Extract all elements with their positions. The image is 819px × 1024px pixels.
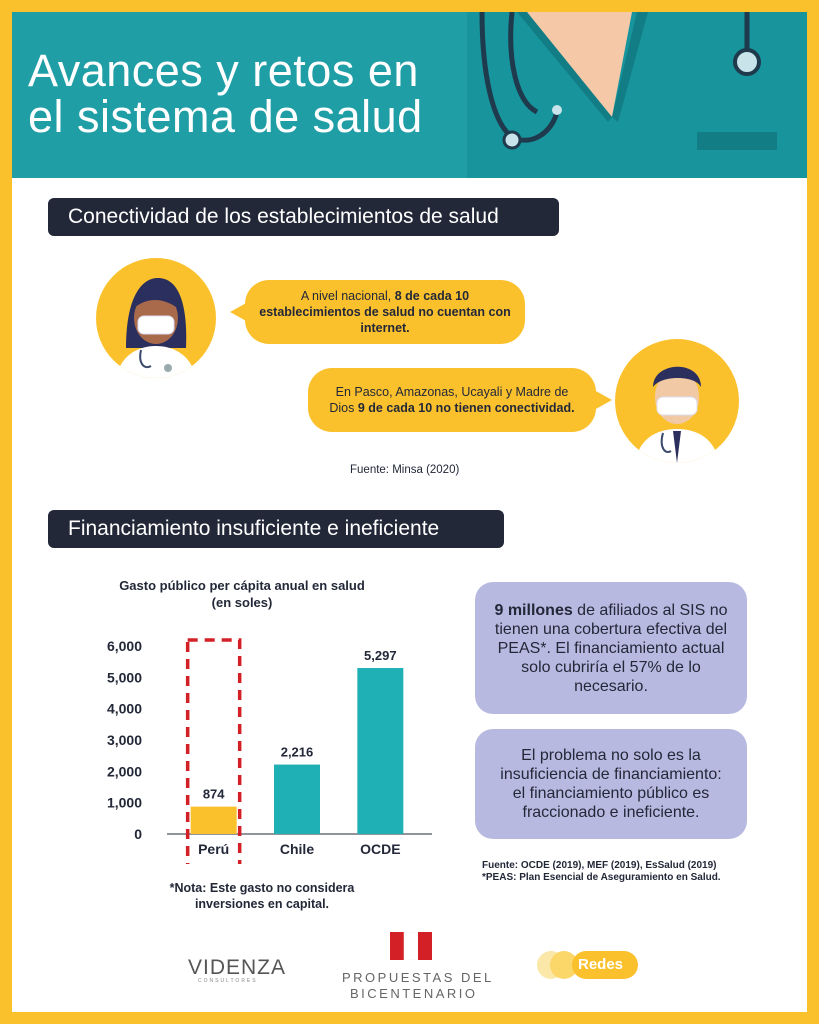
- connectivity-bubble-regions: En Pasco, Amazonas, Ucayali y Madre de D…: [308, 368, 596, 432]
- card-fragmented-financing: El problema no solo es la insuficiencia …: [475, 729, 747, 839]
- bubble2-prefix: En Pasco, Amazonas, Ucayali y Madre de D…: [329, 385, 569, 415]
- videnza-logo: VIDENZA: [188, 956, 287, 979]
- card1-bold: 9 millones: [494, 601, 573, 619]
- male-doctor-icon: [635, 366, 719, 463]
- chart-title-line-1: Gasto público per cápita anual en salud: [119, 578, 365, 593]
- x-category-label: Chile: [280, 841, 314, 857]
- infographic: Avances y retos en el sistema de salud C…: [12, 12, 807, 1012]
- bar-value-label: 2,216: [281, 745, 314, 760]
- title-line-2: el sistema de salud: [28, 91, 423, 142]
- scrubs-illustration: [467, 12, 807, 178]
- source-minsa: Fuente: Minsa (2020): [350, 464, 460, 476]
- bar-0: [190, 806, 237, 834]
- footer-source-line-2: *PEAS: Plan Esencial de Aseguramiento en…: [482, 872, 721, 883]
- footer-source-line-1: Fuente: OCDE (2019), MEF (2019), EsSalud…: [482, 860, 717, 871]
- y-tick-label: 2,000: [107, 763, 142, 779]
- note-line-2: inversiones en capital.: [194, 897, 330, 911]
- section-financing-title: Financiamiento insuficiente e ineficient…: [48, 510, 504, 548]
- note-line-1: *Nota: Este gasto no considera: [169, 881, 355, 895]
- bar-value-label: 874: [203, 787, 225, 802]
- highlight-dashed-box: [185, 638, 242, 864]
- chart-title-line-2: (en soles): [211, 595, 273, 610]
- peru-flag-icon: [390, 932, 432, 960]
- y-tick-label: 0: [134, 826, 142, 842]
- bar-value-label: 5,297: [364, 648, 397, 663]
- bar-2: [357, 668, 404, 834]
- card1-rest: de afiliados al SIS no tienen una cobert…: [494, 601, 728, 695]
- footer-source: Fuente: OCDE (2019), MEF (2019), EsSalud…: [482, 860, 721, 884]
- card-sis-affiliates: 9 millones de afiliados al SIS no tienen…: [475, 582, 747, 714]
- title-line-1: Avances y retos en: [28, 45, 419, 96]
- female-doctor-icon: [116, 278, 196, 378]
- bubble1-prefix: A nivel nacional,: [300, 289, 395, 303]
- redes-logo-text: Redes: [578, 956, 624, 973]
- propuestas-logo-line-2: BICENTENARIO: [350, 986, 478, 1001]
- bubble1-bold: 8 de cada 10 establecimientos de salud n…: [259, 289, 511, 335]
- x-category-label: Perú: [198, 841, 229, 857]
- section-connectivity-title: Conectividad de los establecimientos de …: [48, 198, 559, 236]
- y-tick-label: 3,000: [107, 732, 142, 748]
- videnza-logo-sub: CONSULTORES: [198, 978, 258, 984]
- page-title: Avances y retos en el sistema de salud: [28, 48, 423, 140]
- y-tick-label: 5,000: [107, 669, 142, 685]
- spending-bar-chart: 0 1,000 2,000 3,000 4,000 5,000 6,000 874 Perú 2,…: [107, 638, 432, 864]
- redes-logo-shape: [537, 951, 638, 979]
- propuestas-logo-line-1: PROPUESTAS DEL: [342, 970, 494, 985]
- bubble2-tail: [594, 390, 612, 410]
- female-doctor-avatar: [96, 258, 216, 378]
- card2-text: El problema no solo es la insuficiencia …: [500, 747, 722, 821]
- y-tick-label: 1,000: [107, 795, 142, 811]
- bubble2-bold: 9 de cada 10 no tienen conectividad.: [357, 401, 575, 415]
- male-doctor-avatar: [615, 339, 739, 463]
- y-tick-label: 4,000: [107, 701, 142, 717]
- bubble1-tail: [230, 302, 248, 322]
- bar-1: [274, 764, 320, 834]
- header-banner: Avances y retos en el sistema de salud: [12, 12, 807, 178]
- connectivity-bubble-national: A nivel nacional, 8 de cada 10 estableci…: [245, 280, 525, 344]
- x-category-label: OCDE: [360, 841, 400, 857]
- y-tick-label: 6,000: [107, 638, 142, 654]
- chart-note: *Nota: Este gasto no considera inversion…: [152, 880, 372, 912]
- chart-title: Gasto público per cápita anual en salud …: [112, 577, 372, 611]
